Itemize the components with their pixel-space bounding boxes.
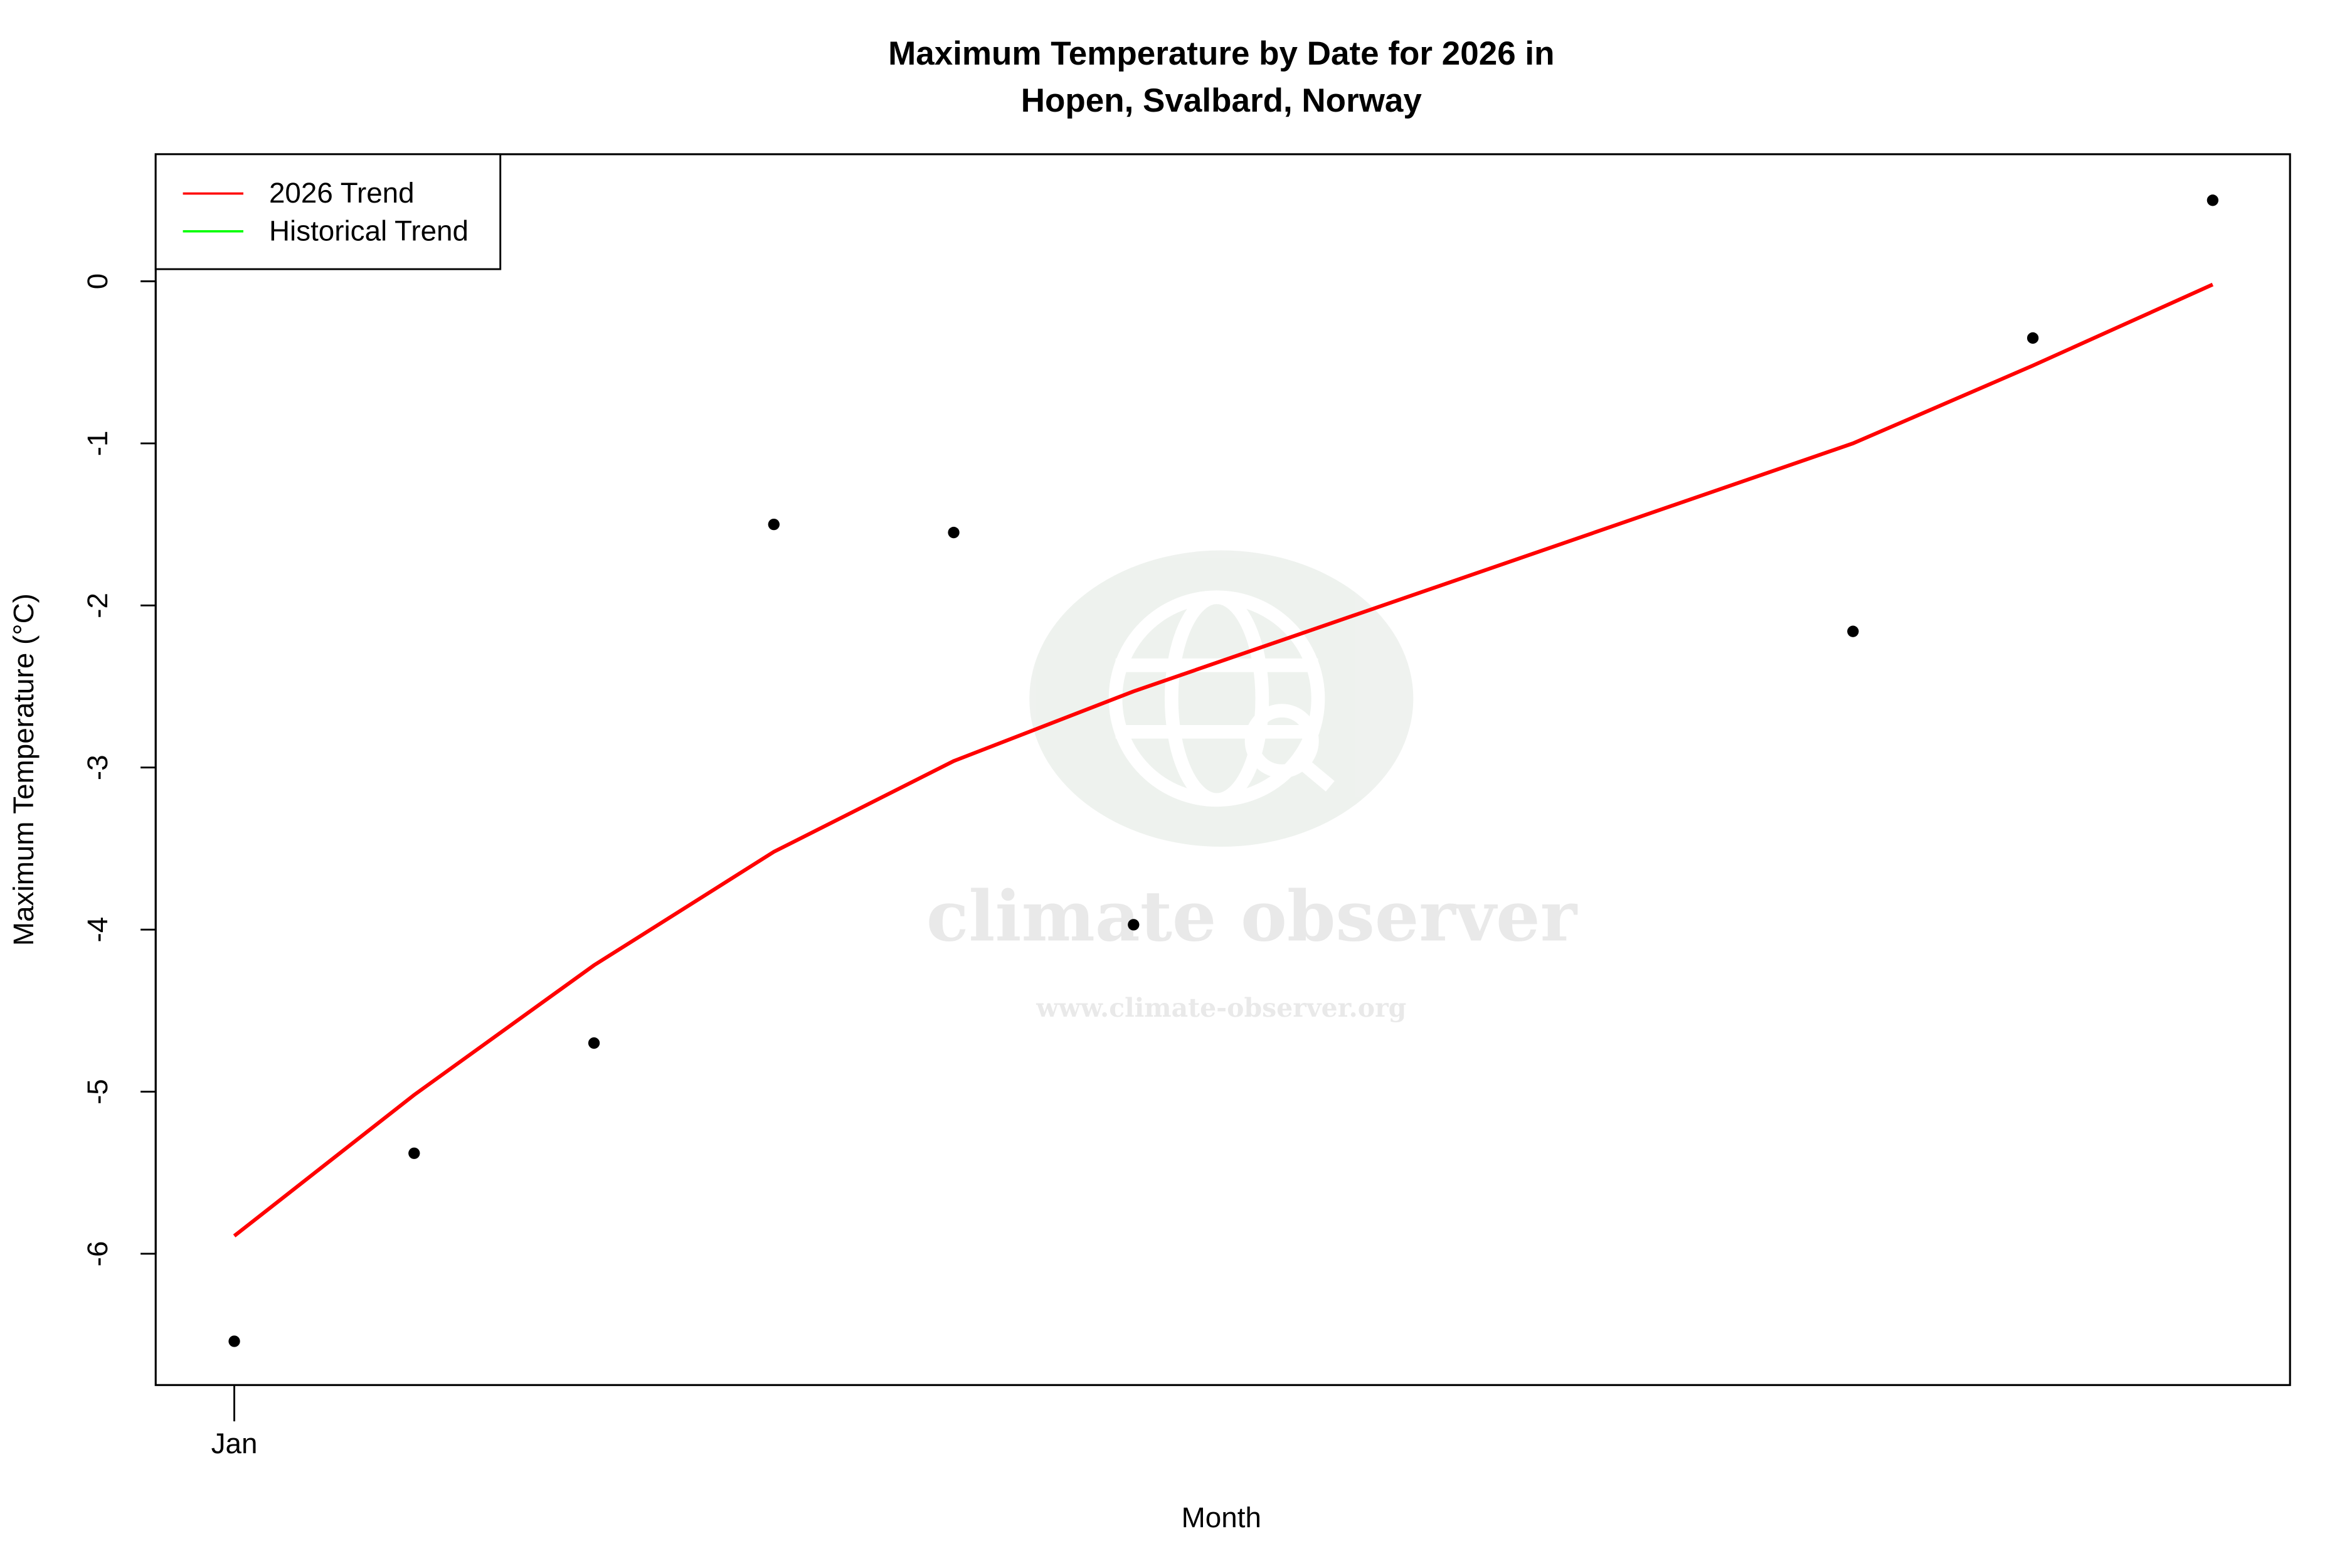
data-point	[768, 518, 780, 531]
data-point	[1128, 919, 1140, 931]
x-tick-label: Jan	[211, 1428, 258, 1459]
legend: 2026 Trend Historical Trend	[154, 153, 502, 270]
legend-box	[154, 153, 502, 270]
y-tick-label: -3	[82, 755, 114, 780]
data-point	[948, 526, 960, 539]
legend-label: Historical Trend	[269, 215, 469, 246]
watermark-url: www.climate-observer.org	[1036, 993, 1406, 1023]
y-tick-label: -2	[82, 593, 114, 618]
x-axis-label: Month	[1182, 1502, 1261, 1534]
trend-line	[233, 282, 2214, 1237]
chart-title: Maximum Temperature by Date for 2026 in	[888, 35, 1554, 72]
data-point	[588, 1037, 600, 1049]
legend-label: 2026 Trend	[269, 177, 415, 209]
data-point	[1847, 625, 1859, 637]
data-point	[2026, 332, 2039, 344]
watermark: climate observer www.climate-observer.or…	[926, 550, 1578, 1023]
y-tick-label: -6	[82, 1241, 114, 1267]
data-point	[228, 1335, 240, 1347]
y-tick-label: -1	[82, 431, 114, 457]
y-tick-label: -5	[82, 1079, 114, 1104]
y-axis-label: Maximum Temperature (°C)	[8, 593, 40, 946]
watermark-text: climate observer	[926, 876, 1578, 957]
chart-title: Hopen, Svalbard, Norway	[1021, 82, 1422, 119]
data-point	[2206, 194, 2219, 206]
y-tick-label: 0	[82, 273, 114, 289]
watermark-globe	[1108, 590, 1335, 807]
data-point	[408, 1147, 420, 1159]
y-tick-label: -4	[82, 917, 114, 943]
